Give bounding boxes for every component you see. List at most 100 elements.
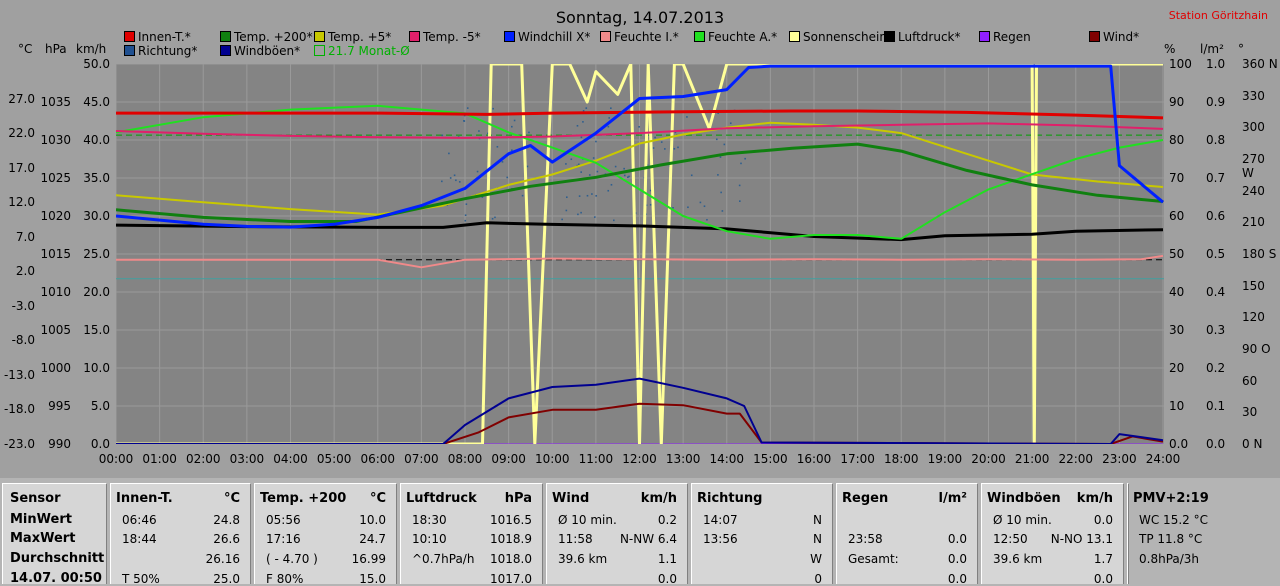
direction-point: [487, 132, 489, 135]
table-column: [254, 483, 397, 584]
percent-tick: 80: [1169, 133, 1185, 147]
direction-tick: 210: [1242, 215, 1265, 230]
percent-tick: 90: [1169, 95, 1185, 109]
legend-label: Temp. -5*: [423, 30, 481, 44]
table-column: [2, 483, 107, 584]
time-tick: 04:00: [273, 452, 308, 466]
direction-point: [623, 174, 626, 177]
direction-point: [491, 217, 494, 220]
direction-point: [481, 196, 484, 198]
legend-item: Richtung*: [124, 45, 197, 58]
series-line: [116, 104, 1164, 240]
legend-label: Temp. +5*: [328, 30, 392, 44]
direction-point: [608, 117, 611, 119]
legend-swatch: [220, 31, 231, 42]
direction-point: [715, 138, 718, 141]
cell-left: 17:16: [266, 532, 301, 546]
cell-left: WC 15.2 °C: [1139, 513, 1208, 527]
hpa-tick: 1020: [40, 209, 71, 223]
hpa-tick: 990: [48, 437, 71, 451]
temp-tick: 12.0: [8, 195, 35, 210]
legend-item: Luftdruck*: [884, 31, 961, 44]
column-header: Innen-T.: [116, 491, 173, 506]
cell-right: 0.0: [1093, 572, 1113, 586]
table-column: [836, 483, 978, 584]
direction-point: [578, 163, 580, 166]
cell-left: 10:10: [412, 532, 447, 546]
table-column: [691, 483, 833, 584]
kmh-tick: 35.0: [83, 171, 110, 185]
station-name: Station Göritzhain: [1168, 9, 1268, 22]
column-header: Temp. +200: [260, 491, 347, 506]
direction-point: [610, 183, 613, 186]
series-line: [116, 254, 1164, 269]
legend-swatch: [1089, 31, 1100, 42]
series-line: [116, 122, 1164, 139]
cell-right: 1.7: [1093, 552, 1113, 566]
cell-right: 26.6: [213, 532, 240, 546]
percent-tick: 60: [1169, 209, 1185, 223]
series-line: [116, 64, 1163, 444]
legend-item: Feuchte I.*: [600, 31, 679, 44]
cell-left: 12:50: [993, 532, 1028, 546]
percent-tick: 30: [1169, 323, 1185, 337]
temp-tick: 27.0: [8, 91, 35, 106]
legend-label: Richtung*: [138, 44, 198, 58]
direction-point: [613, 219, 615, 222]
direction-point: [578, 195, 581, 197]
kmh-tick: 10.0: [83, 361, 110, 375]
direction-point: [577, 213, 579, 216]
direction-tick: 300: [1242, 120, 1265, 135]
cell-right: N-NW 6.4: [619, 532, 677, 546]
legend-swatch: [220, 45, 231, 56]
percent-tick: 70: [1169, 171, 1185, 185]
legend-label: Regen: [993, 30, 1031, 44]
cell-left: 13:56: [703, 532, 738, 546]
cell-left: 18:44: [122, 532, 157, 546]
legend-swatch: [600, 31, 611, 42]
cell-left: 11:58: [558, 532, 593, 546]
percent-tick: 40: [1169, 285, 1185, 299]
temp-tick: 7.0: [15, 229, 35, 244]
direction-point: [464, 214, 467, 216]
cell-right: 0.0: [947, 572, 967, 586]
direction-point: [614, 165, 617, 168]
series-line: [116, 121, 1164, 216]
legend-swatch: [884, 31, 895, 42]
cell-right: 15.0: [359, 572, 386, 586]
legend-item: Temp. -5*: [409, 31, 481, 44]
rain-tick: 0.8: [1206, 133, 1226, 147]
legend-swatch: [979, 31, 990, 42]
hpa-tick: 1000: [40, 361, 71, 375]
column-unit: hPa: [504, 491, 532, 506]
direction-point: [699, 201, 702, 204]
direction-point: [627, 176, 629, 179]
unit-hpa: hPa: [45, 42, 67, 56]
direction-point: [453, 174, 456, 177]
direction-tick: 270 W: [1242, 152, 1265, 180]
cell-right: W: [810, 552, 822, 566]
row-label: Sensor: [10, 491, 61, 506]
direction-point: [690, 174, 693, 177]
direction-point: [441, 180, 443, 183]
temp-tick: -3.0: [11, 298, 35, 313]
direction-point: [580, 211, 582, 214]
temp-tick: 22.0: [8, 126, 35, 141]
percent-tick: 10: [1169, 399, 1185, 413]
direction-point: [526, 165, 529, 168]
column-header: Windböen: [987, 491, 1061, 506]
direction-point: [720, 191, 722, 194]
direction-point: [687, 206, 689, 209]
time-tick: 14:00: [709, 452, 745, 466]
cell-right: 10.0: [359, 513, 386, 527]
direction-point: [476, 170, 479, 173]
legend-swatch: [314, 31, 325, 42]
column-unit: l/m²: [938, 491, 967, 506]
column-unit: km/h: [640, 491, 677, 506]
legend-item: Temp. +5*: [314, 31, 391, 44]
direction-point: [570, 158, 573, 161]
cell-right: N: [813, 513, 822, 527]
cell-right: N: [813, 532, 822, 546]
time-tick: 06:00: [360, 452, 396, 466]
time-tick: 16:00: [796, 452, 832, 466]
